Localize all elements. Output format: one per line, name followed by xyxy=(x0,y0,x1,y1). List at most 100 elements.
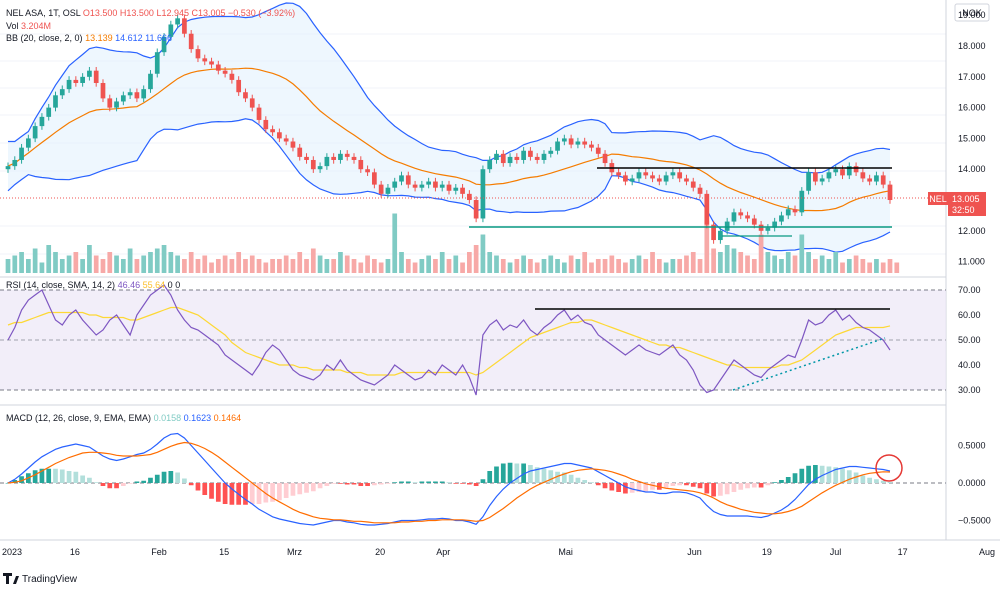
macd-axis-tick: 0.5000 xyxy=(958,441,986,451)
macd-histogram-bar xyxy=(338,483,343,484)
candle-body xyxy=(785,209,791,216)
candle-body xyxy=(114,101,119,108)
volume-bar xyxy=(100,259,106,273)
candle-body xyxy=(697,187,703,194)
candle-body xyxy=(229,73,235,80)
macd-histogram-bar xyxy=(263,483,269,503)
macd-histogram-bar xyxy=(215,483,221,502)
volume-bar xyxy=(799,234,805,273)
macd-histogram-bar xyxy=(5,483,11,484)
volume-bar xyxy=(643,259,649,273)
candle-body xyxy=(779,215,784,222)
candle-body xyxy=(358,159,364,170)
volume-bars xyxy=(5,213,900,273)
volume-bar xyxy=(53,252,58,273)
candle-body xyxy=(39,116,45,127)
macd-histogram-bar xyxy=(602,483,608,489)
volume-bar xyxy=(880,262,886,273)
candle-body xyxy=(887,184,893,201)
macd-histogram-bar xyxy=(120,483,126,486)
volume-bar xyxy=(697,259,703,273)
volume-bar xyxy=(602,259,608,273)
macd-histogram-bar xyxy=(202,483,208,495)
macd-histogram-bar xyxy=(358,483,364,486)
candle-body xyxy=(182,18,187,34)
volume-bar xyxy=(690,252,696,273)
candle-body xyxy=(215,64,221,71)
macd-histogram-bar xyxy=(405,481,411,483)
macd-histogram-bar xyxy=(66,471,72,483)
candle-body xyxy=(222,70,228,74)
rsi-axis-tick: 70.00 xyxy=(958,285,981,295)
volume-bar xyxy=(317,255,323,273)
macd-histogram-bar xyxy=(256,483,262,504)
macd-histogram-bar xyxy=(840,468,845,483)
macd-axis-tick: 0.0000 xyxy=(958,478,986,488)
candle-body xyxy=(277,132,282,139)
candle-body xyxy=(168,24,174,37)
macd-histogram-bar xyxy=(738,483,744,490)
macd-histogram-bar xyxy=(650,483,655,490)
volume-bar xyxy=(480,234,486,273)
volume-bar xyxy=(263,262,269,273)
candle-body xyxy=(433,181,438,188)
macd-histogram-bar xyxy=(629,483,635,493)
rsi-line xyxy=(7,284,891,396)
macd-histogram-bar xyxy=(453,483,459,484)
volume-bar xyxy=(256,259,262,273)
macd-highlight-circle[interactable] xyxy=(875,454,903,482)
price-axis-tick: 18.000 xyxy=(958,41,986,51)
price-legend: NEL ASA, 1T, OSL O13.500 H13.500 L12.945… xyxy=(6,8,295,43)
volume-bar xyxy=(25,259,31,273)
candle-body xyxy=(385,187,391,194)
volume-bar xyxy=(236,252,242,273)
candle-body xyxy=(399,175,404,182)
candle-body xyxy=(344,153,350,157)
macd-histogram-bar xyxy=(243,483,248,505)
candle-body xyxy=(534,156,540,160)
price-axis-tick: 11.000 xyxy=(958,257,985,267)
macd-histogram-bar xyxy=(867,477,873,483)
candle-body xyxy=(372,172,377,185)
macd-histogram-bar xyxy=(731,483,737,492)
candle-body xyxy=(297,147,303,157)
price-axis-tick: 15.000 xyxy=(958,133,986,143)
volume-bar xyxy=(385,259,391,273)
candles xyxy=(5,14,893,244)
volume-bar xyxy=(222,255,228,273)
volume-bar xyxy=(874,259,879,273)
time-axis-tick: Mrz xyxy=(287,547,302,557)
time-axis-tick: 16 xyxy=(70,547,80,557)
candle-body xyxy=(568,138,574,145)
price-axis-tick: 16.000 xyxy=(958,103,986,113)
volume-bar xyxy=(623,262,628,273)
volume-bar xyxy=(243,259,248,273)
volume-bar xyxy=(202,255,208,273)
macd-histogram-bar xyxy=(690,483,696,487)
macd-lines xyxy=(5,432,893,526)
volume-bar xyxy=(582,252,588,273)
macd-histogram-bar xyxy=(419,481,425,483)
candle-body xyxy=(107,98,113,108)
macd-histogram-bar xyxy=(12,480,18,483)
macd-histogram-bar xyxy=(19,476,24,483)
candle-body xyxy=(473,200,479,219)
macd-histogram-bar xyxy=(351,483,357,485)
candle-body xyxy=(25,138,31,148)
candle-body xyxy=(555,141,560,151)
candle-body xyxy=(209,61,214,65)
tradingview-logo[interactable]: TradingView xyxy=(3,573,78,585)
currency-button[interactable]: NOK xyxy=(954,3,990,22)
rsi-trendline[interactable] xyxy=(732,337,886,391)
macd-line xyxy=(7,432,891,526)
volume-bar xyxy=(887,259,893,273)
time-axis-tick: 2023 xyxy=(2,547,22,557)
macd-histogram-bar xyxy=(874,479,879,483)
volume-bar xyxy=(182,259,187,273)
candle-body xyxy=(66,79,72,90)
macd-histogram-bar xyxy=(80,475,85,483)
macd-histogram-bar xyxy=(222,483,228,504)
macd-histogram-bar xyxy=(670,483,676,486)
macd-histogram-bar xyxy=(182,478,187,483)
